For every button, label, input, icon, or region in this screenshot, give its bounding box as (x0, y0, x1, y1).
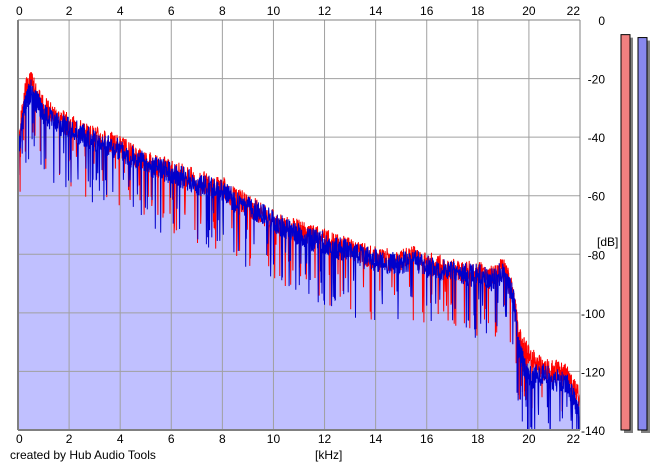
x-tick-label-bottom: 20 (522, 432, 536, 446)
y-tick-label: -80 (588, 248, 606, 262)
x-tick-label-bottom: 14 (369, 432, 383, 446)
x-tick-label-bottom: 2 (66, 432, 73, 446)
x-tick-label-top: 8 (219, 4, 226, 18)
x-tick-label-top: 0 (16, 4, 23, 18)
series-lines (17, 72, 581, 431)
x-tick-label-bottom: 0 (16, 432, 23, 446)
x-ticks-bottom: 0 2 4 6 8 10 12 14 16 18 20 22 (16, 432, 580, 446)
x-tick-label-top: 2 (66, 4, 73, 18)
x-tick-label-bottom: 18 (471, 432, 485, 446)
y-ticks: 0 -20 -40 -60 -80 -100 -120 -140 (581, 14, 605, 438)
x-tick-label-top: 6 (168, 4, 175, 18)
footer-credit: created by Hub Audio Tools (10, 448, 156, 462)
x-tick-label-top: 22 (567, 4, 581, 18)
x-tick-label-top: 16 (420, 4, 434, 18)
axes (17, 19, 581, 431)
x-tick-label-top: 20 (522, 4, 536, 18)
level-meter-right (637, 37, 648, 431)
x-tick-label-top: 12 (318, 4, 332, 18)
x-tick-label-top: 18 (471, 4, 485, 18)
level-meters (620, 34, 650, 434)
y-axis-label: [dB] (597, 235, 618, 249)
y-tick-label: -120 (581, 365, 605, 379)
level-meter-left (620, 34, 631, 431)
y-tick-label: -20 (588, 73, 606, 87)
x-tick-label-bottom: 10 (267, 432, 281, 446)
series-line-1 (17, 79, 581, 431)
x-tick-label-bottom: 4 (117, 432, 124, 446)
x-tick-label-bottom: 8 (219, 432, 226, 446)
y-tick-label: -40 (588, 131, 606, 145)
x-tick-label-bottom: 6 (168, 432, 175, 446)
x-tick-label-top: 4 (117, 4, 124, 18)
x-ticks-top: 0 2 4 6 8 10 12 14 16 18 20 22 (16, 4, 580, 18)
x-tick-label-bottom: 22 (567, 432, 581, 446)
x-axis-label: [kHz] (315, 448, 342, 462)
x-tick-label-top: 10 (267, 4, 281, 18)
y-tick-label: -60 (588, 190, 606, 204)
x-tick-label-bottom: 12 (318, 432, 332, 446)
x-tick-label-bottom: 16 (420, 432, 434, 446)
y-tick-label: -100 (581, 307, 605, 321)
x-tick-label-top: 14 (369, 4, 383, 18)
y-tick-label: -140 (581, 424, 605, 438)
y-tick-label: 0 (598, 14, 605, 28)
